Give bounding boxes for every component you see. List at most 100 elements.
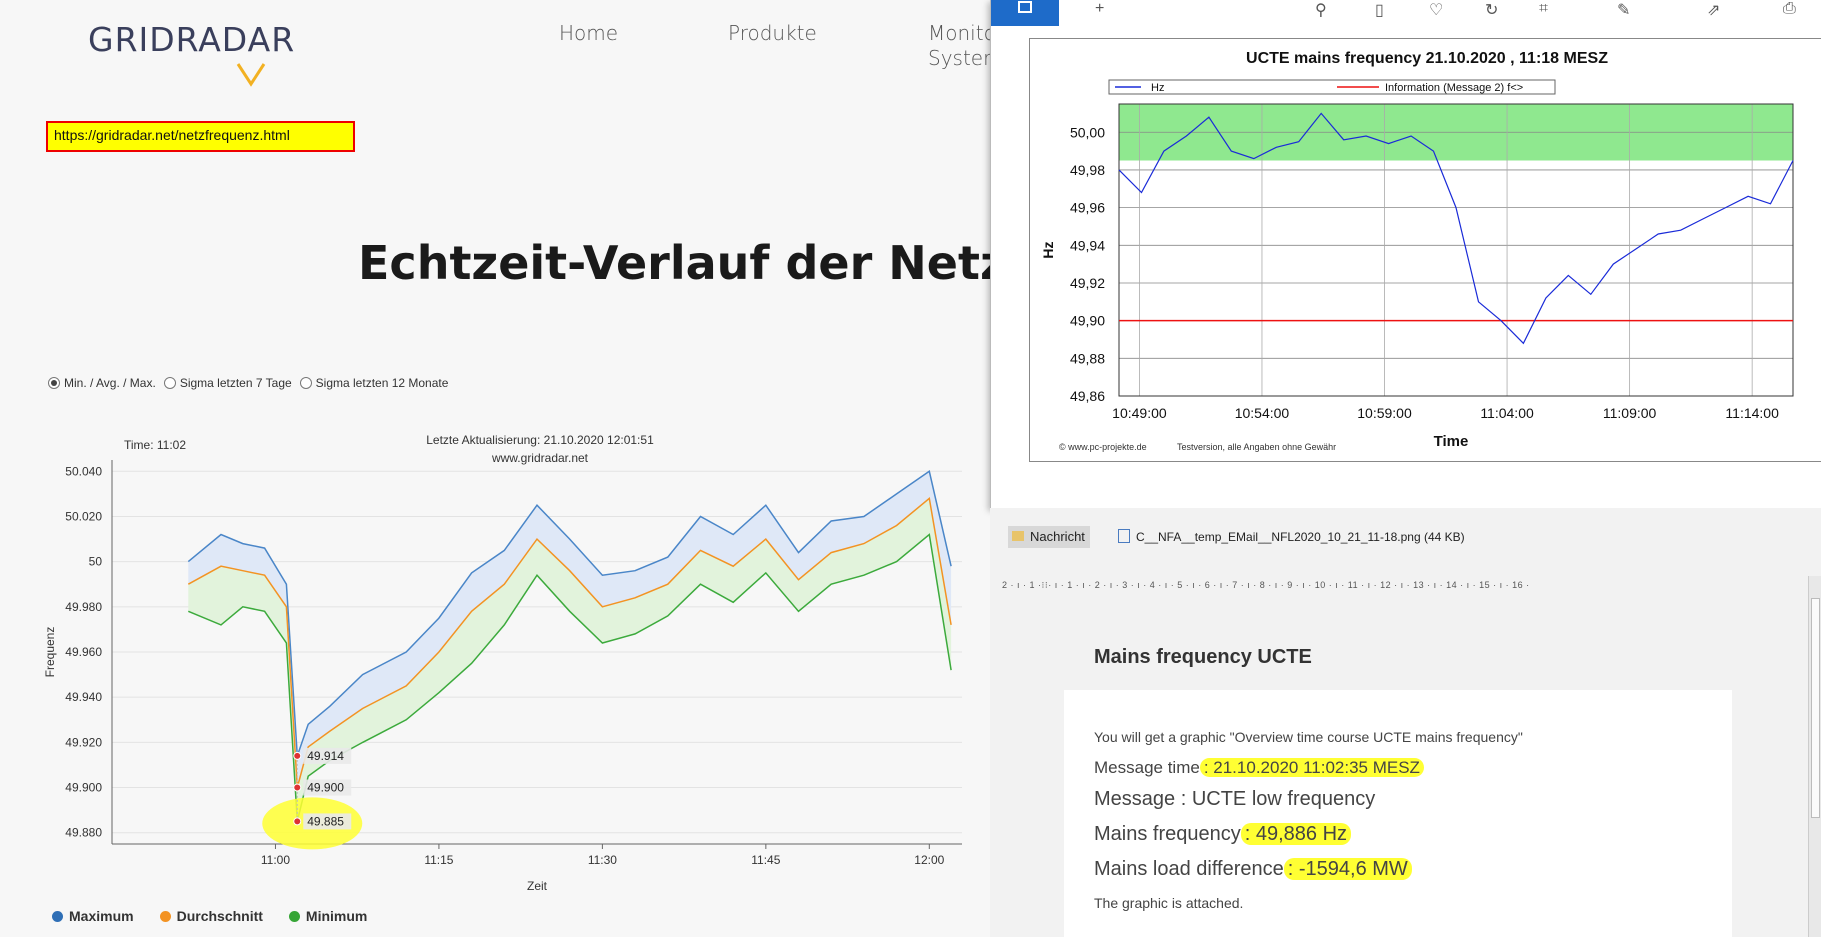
y-tick-label: 49,96 — [1070, 200, 1105, 216]
tooltip-box — [303, 747, 352, 764]
delete-icon[interactable]: ▯ — [1375, 2, 1384, 19]
add-icon[interactable]: + — [1095, 0, 1105, 17]
footer-disclaimer: Testversion, alle Angaben ohne Gewähr — [1177, 442, 1336, 452]
scrollbar-thumb[interactable] — [1811, 598, 1820, 818]
legend-label-hz: Hz — [1151, 82, 1164, 94]
y-tick-label: 49.880 — [65, 826, 102, 840]
message-type: Message : UCTE low frequency — [1094, 788, 1376, 810]
legend-average[interactable]: Durchschnitt — [159, 908, 263, 924]
zoom-icon[interactable]: ⚲ — [1315, 2, 1327, 19]
tooltip-value: 49.900 — [307, 781, 344, 795]
tooltip-value: 49.885 — [307, 814, 344, 828]
radio-label-minavgmax: Min. / Avg. / Max. — [64, 376, 156, 390]
y-tick-label: 50 — [89, 555, 103, 569]
y-tick-label: 49.920 — [65, 735, 102, 749]
mail-body: You will get a graphic "Overview time co… — [1064, 690, 1732, 937]
load-difference-label: Mains load difference — [1094, 858, 1284, 880]
mains-frequency-value: : 49,886 Hz — [1240, 823, 1352, 845]
logo-chevron-icon — [236, 63, 266, 87]
time-label: Time: 11:02 — [124, 438, 186, 452]
plot-border — [1118, 103, 1794, 397]
message-time-line: Message time: 21.10.2020 11:02:35 MESZ — [1094, 758, 1424, 778]
source-label: www.gridradar.net — [491, 451, 589, 465]
tooltip-box — [303, 779, 352, 796]
y-tick-label: 49,86 — [1070, 388, 1105, 404]
crop-icon[interactable]: ⌗ — [1539, 0, 1549, 17]
gridradar-frequency-chart[interactable]: 50.040 50.020 50 49.980 49.960 49.940 49.920 49… — [0, 420, 990, 900]
load-difference-line: Mains load difference: -1594,6 MW — [1094, 858, 1412, 881]
legend-box — [1108, 79, 1556, 95]
nav-home[interactable]: Home — [559, 21, 619, 45]
mail-footer: The graphic is attached. — [1094, 895, 1244, 911]
message-time-label: Message time — [1094, 758, 1200, 777]
viewer-toolbar: + ⚲ ▯ ♡ ↻ ⌗ ✎ ⇗ ⎙ — [991, 0, 1821, 26]
legend-dot-average — [159, 911, 171, 922]
load-difference-value: : -1594,6 MW — [1283, 858, 1412, 880]
image-viewer-window: + ⚲ ▯ ♡ ↻ ⌗ ✎ ⇗ ⎙ UCTE mains frequency 2… — [990, 0, 1821, 509]
tooltip-box — [303, 813, 352, 830]
y-tick-label: 49.900 — [65, 781, 102, 795]
message-tab-label: Nachricht — [1030, 529, 1085, 544]
footer-copyright: © www.pc-projekte.de — [1059, 442, 1147, 452]
radio-sigma-7days[interactable] — [163, 377, 176, 389]
view-mode-radios: Min. / Avg. / Max. Sigma letzten 7 Tage … — [48, 376, 448, 390]
nav-systems[interactable]: Syster — [928, 46, 992, 70]
x-tick-label: 11:30 — [588, 853, 617, 867]
message-time-value: : 21.10.2020 11:02:35 MESZ — [1199, 758, 1424, 777]
x-tick-label: 11:15 — [424, 853, 453, 867]
nav-produkte[interactable]: Produkte — [728, 21, 817, 45]
print-icon[interactable]: ⎙ — [1783, 0, 1796, 17]
message-tab[interactable]: Nachricht — [1008, 526, 1090, 548]
gridradar-logo[interactable]: GRIDRADAR — [88, 20, 295, 59]
series-line-maximum — [187, 470, 952, 757]
legend-maximum[interactable]: Maximum — [52, 908, 134, 924]
vertical-scrollbar[interactable] — [1808, 576, 1821, 937]
legend-label-info: Information (Message 2) f<> — [1385, 82, 1523, 94]
x-tick-label: 11:14:00 — [1725, 405, 1779, 421]
x-tick-label: 10:49:00 — [1112, 405, 1167, 421]
website-panel: GRIDRADAR Home Produkte Monito Syster ht… — [0, 20, 1081, 924]
viewer-active-tool[interactable] — [991, 0, 1059, 26]
x-tick-label: 11:04:00 — [1480, 405, 1534, 421]
rotate-icon[interactable]: ↻ — [1485, 2, 1499, 19]
favorite-icon[interactable]: ♡ — [1429, 2, 1444, 19]
x-axis-label: Zeit — [527, 879, 548, 893]
x-tick-label: 10:54:00 — [1235, 405, 1290, 421]
y-tick-label: 49.960 — [65, 645, 102, 659]
radio-sigma-12months[interactable] — [299, 377, 312, 389]
tooltip-point — [293, 817, 302, 826]
x-tick-label: 11:00 — [261, 853, 290, 867]
chart-legend: Maximum Durchschnitt Minimum — [52, 908, 367, 924]
share-icon[interactable]: ⇗ — [1707, 2, 1721, 19]
y-tick-label: 49,94 — [1070, 237, 1105, 253]
legend-minimum[interactable]: Minimum — [288, 908, 368, 924]
y-tick-label: 50.040 — [65, 464, 102, 478]
mains-frequency-line: Mains frequency: 49,886 Hz — [1094, 823, 1352, 846]
logo-text: GRIDRADAR — [88, 20, 296, 59]
radio-label-sigma-7days: Sigma letzten 7 Tage — [179, 376, 292, 390]
page-title: Echtzeit-Verlauf der Netzfre — [358, 236, 1081, 290]
ucte-frequency-chart[interactable]: UCTE mains frequency 21.10.2020 , 11:18 … — [1029, 38, 1821, 462]
tooltip-value: 49.914 — [307, 749, 344, 763]
attachment-filename: C__NFA__temp_EMail__NFL2020_10_21_11-18.… — [1136, 530, 1465, 544]
legend-label-minimum: Minimum — [305, 908, 368, 924]
legend-dot-minimum — [288, 911, 300, 922]
document-ruler: 2 · ı · 1 ·⁝⁝· ı · 1 · ı · 2 · ı · 3 · ı… — [1002, 580, 1530, 590]
radio-minavgmax[interactable] — [48, 377, 60, 389]
x-tick-label: 12:00 — [914, 853, 944, 867]
email-panel: Nachricht C__NFA__temp_EMail__NFL2020_10… — [990, 508, 1821, 937]
y-tick-label: 49.940 — [65, 690, 102, 704]
edit-icon — [1018, 1, 1032, 13]
y-tick-label: 49,92 — [1070, 275, 1105, 291]
y-tick-label: 49,98 — [1070, 162, 1105, 178]
y-axis-label: Frequenz — [43, 627, 57, 678]
image-file-icon — [1118, 529, 1130, 543]
mail-intro: You will get a graphic "Overview time co… — [1094, 729, 1523, 745]
y-tick-label: 49.980 — [65, 600, 102, 614]
attachment[interactable]: C__NFA__temp_EMail__NFL2020_10_21_11-18.… — [1118, 529, 1465, 544]
nav-monitoring[interactable]: Monito — [928, 21, 996, 45]
draw-icon[interactable]: ✎ — [1617, 2, 1631, 19]
y-tick-label: 49,90 — [1070, 313, 1105, 329]
series-line-average — [187, 496, 952, 788]
url-annotation: https://gridradar.net/netzfrequenz.html — [46, 121, 355, 152]
